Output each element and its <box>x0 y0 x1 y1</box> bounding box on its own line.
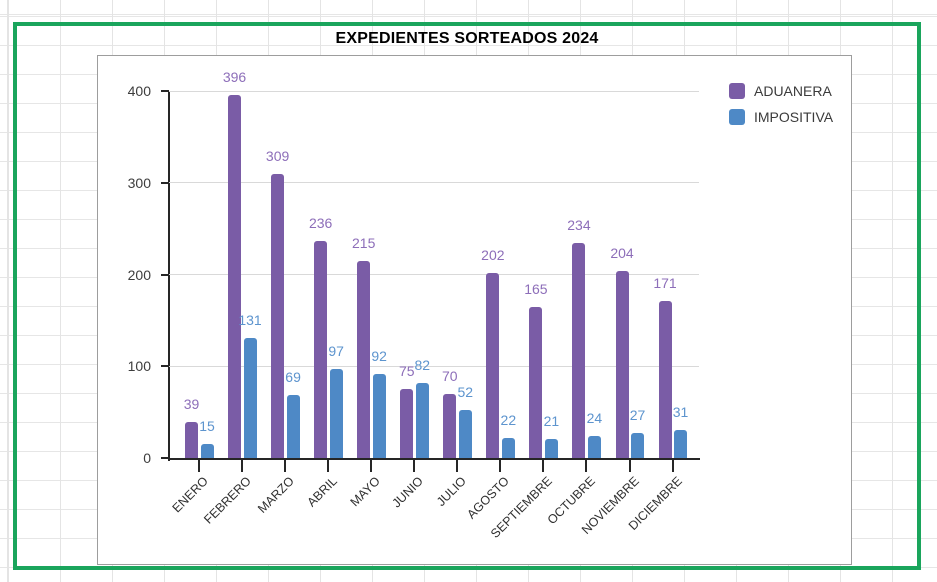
y-axis-label-200: 200 <box>127 266 151 283</box>
y-gridline-100 <box>169 365 699 367</box>
bar-aduanera-junio[interactable] <box>400 389 414 458</box>
legend-swatch-aduanera <box>729 83 745 99</box>
bar-aduanera-diciembre[interactable] <box>658 301 672 458</box>
bar-impositiva-marzo[interactable] <box>286 395 300 458</box>
x-axis-label-abril: ABRIL <box>304 474 341 510</box>
data-label-impositiva-julio: 52 <box>457 384 474 400</box>
bar-aduanera-febrero[interactable] <box>228 95 242 458</box>
x-axis-label-enero: ENERO <box>169 474 211 516</box>
data-label-impositiva-septiembre: 21 <box>543 413 560 429</box>
y-axis-line <box>168 91 170 461</box>
x-axis-tick-abril <box>327 460 330 472</box>
bar-aduanera-noviembre[interactable] <box>615 271 629 458</box>
data-label-impositiva-marzo: 69 <box>285 369 301 385</box>
data-label-impositiva-mayo: 92 <box>371 348 387 364</box>
x-axis-tick-agosto <box>499 460 502 472</box>
data-label-aduanera-marzo: 309 <box>265 148 290 164</box>
data-label-aduanera-octubre: 234 <box>567 217 591 233</box>
data-label-impositiva-enero: 15 <box>199 418 215 434</box>
bar-impositiva-septiembre[interactable] <box>544 439 558 458</box>
legend-item-impositiva[interactable]: IMPOSITIVA <box>729 109 833 125</box>
chart-title: EXPEDIENTES SORTEADOS 2024 <box>335 30 599 47</box>
bar-aduanera-mayo[interactable] <box>357 261 371 458</box>
x-axis-label-junio: JUNIO <box>389 474 427 511</box>
legend-label-aduanera: ADUANERA <box>754 83 832 99</box>
data-label-aduanera-mayo: 215 <box>352 235 376 251</box>
x-axis-tick-junio <box>413 460 416 472</box>
data-label-aduanera-noviembre: 204 <box>610 245 634 261</box>
data-label-aduanera-septiembre: 165 <box>524 281 548 297</box>
y-axis-tick-400 <box>161 90 169 92</box>
data-label-impositiva-abril: 97 <box>328 343 344 359</box>
bar-aduanera-abril[interactable] <box>314 241 328 458</box>
x-axis-tick-marzo <box>284 460 287 472</box>
bar-aduanera-septiembre[interactable] <box>529 307 543 458</box>
data-label-aduanera-abril: 236 <box>308 215 333 231</box>
bar-impositiva-noviembre[interactable] <box>631 433 644 458</box>
data-label-aduanera-julio: 70 <box>442 368 458 384</box>
plot-area: 0 100 200 300 400 ENERO 39 15 FEBRERO 396 131 MARZO… <box>98 56 851 564</box>
y-axis-label-400: 400 <box>127 83 151 99</box>
x-axis-tick-julio <box>456 460 459 472</box>
data-label-impositiva-junio: 82 <box>414 357 431 373</box>
data-label-impositiva-noviembre: 27 <box>629 407 646 423</box>
y-axis-label-300: 300 <box>127 174 151 191</box>
x-axis-line <box>168 458 700 460</box>
bar-aduanera-marzo[interactable] <box>271 174 285 458</box>
bar-aduanera-enero[interactable] <box>185 422 198 458</box>
x-axis-tick-enero <box>198 460 200 472</box>
x-axis-label-julio: JULIO <box>434 474 470 509</box>
bar-impositiva-mayo[interactable] <box>372 374 386 458</box>
data-label-impositiva-febrero: 131 <box>238 312 262 328</box>
x-axis-tick-mayo <box>370 460 373 472</box>
y-gridline-400 <box>169 90 699 92</box>
data-label-aduanera-diciembre: 171 <box>653 275 677 291</box>
legend-swatch-impositiva <box>729 109 745 125</box>
bar-aduanera-agosto[interactable] <box>486 273 500 458</box>
data-label-aduanera-enero: 39 <box>183 396 200 412</box>
y-axis-label-100: 100 <box>127 358 151 375</box>
bar-impositiva-diciembre[interactable] <box>674 430 688 458</box>
x-axis-tick-diciembre <box>671 460 674 472</box>
y-axis-tick-300 <box>161 181 169 184</box>
bar-aduanera-julio[interactable] <box>443 394 457 458</box>
chart-area[interactable]: 0 100 200 300 400 ENERO 39 15 FEBRERO 396 131 MARZO… <box>97 55 852 565</box>
x-axis-tick-febrero <box>241 460 244 472</box>
bar-impositiva-enero[interactable] <box>200 444 214 458</box>
bar-impositiva-abril[interactable] <box>329 369 343 458</box>
x-axis-tick-septiembre <box>542 460 545 472</box>
data-label-impositiva-octubre: 24 <box>586 410 603 426</box>
y-axis-tick-100 <box>161 365 169 368</box>
data-label-aduanera-febrero: 396 <box>222 69 247 85</box>
legend-item-aduanera[interactable]: ADUANERA <box>729 83 833 99</box>
x-axis-tick-octubre <box>585 460 588 472</box>
data-label-impositiva-diciembre: 31 <box>672 404 689 420</box>
y-axis-tick-0 <box>161 457 169 459</box>
y-gridline-200 <box>169 274 699 275</box>
y-gridline-300 <box>169 182 699 184</box>
green-selection-border <box>13 22 921 570</box>
bar-impositiva-agosto[interactable] <box>501 438 515 458</box>
data-label-aduanera-junio: 75 <box>398 363 415 379</box>
x-axis-label-marzo: MARZO <box>255 474 297 516</box>
bar-impositiva-junio[interactable] <box>415 383 429 458</box>
y-axis-label-0: 0 <box>143 450 151 466</box>
x-axis-tick-noviembre <box>628 460 631 472</box>
bar-impositiva-febrero[interactable] <box>243 338 257 458</box>
x-axis-label-mayo: MAYO <box>347 474 384 510</box>
chart-legend: ADUANERA IMPOSITIVA <box>729 83 833 135</box>
y-axis-tick-200 <box>161 273 169 276</box>
bar-impositiva-octubre[interactable] <box>587 436 601 458</box>
bar-aduanera-octubre[interactable] <box>572 243 586 458</box>
bar-impositiva-julio[interactable] <box>458 410 472 458</box>
data-label-impositiva-agosto: 22 <box>500 412 517 428</box>
data-label-aduanera-agosto: 202 <box>481 247 505 263</box>
legend-label-impositiva: IMPOSITIVA <box>754 109 834 125</box>
